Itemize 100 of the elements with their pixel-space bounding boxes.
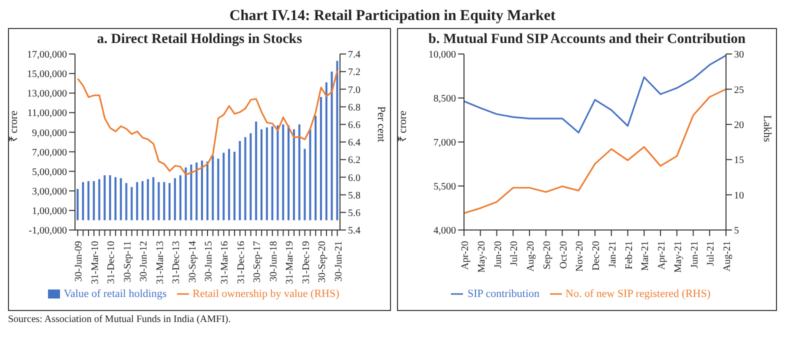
- x-tick-label: 30-Jun-21: [333, 241, 344, 282]
- x-tick-label: Feb-21: [624, 241, 635, 270]
- bar: [98, 179, 100, 220]
- y2-tick-label: 6.0: [348, 172, 360, 184]
- bar: [163, 182, 166, 220]
- y-tick-label: 5,00,000: [32, 166, 67, 178]
- x-tick-label: Jul-20: [509, 241, 520, 266]
- bar: [158, 182, 160, 220]
- bar: [179, 175, 182, 220]
- bar: [330, 72, 333, 220]
- y2-tick-label: 5.8: [348, 190, 360, 202]
- x-tick-label: Jun-20: [492, 241, 504, 268]
- bar: [260, 129, 262, 220]
- y2-tick-label: 7.4: [348, 50, 360, 61]
- y2-tick-label: 20: [734, 120, 744, 131]
- bar: [271, 126, 274, 220]
- chart-title: a. Direct Retail Holdings in Stocks: [96, 32, 304, 48]
- bar: [190, 164, 192, 220]
- bar: [206, 162, 208, 220]
- bar: [76, 188, 79, 220]
- x-tick-label: 31-Dec-16: [236, 241, 247, 284]
- bar: [266, 127, 268, 220]
- bar: [320, 97, 322, 220]
- y2-tick-label: 5: [734, 226, 739, 237]
- y-axis-title: ₹ crore: [396, 110, 409, 142]
- y-tick-label: 8,500: [434, 94, 456, 105]
- x-tick-label: Nov-20: [574, 241, 586, 272]
- y-tick-label: 10,000: [428, 50, 456, 61]
- y-tick-label: 3,00,000: [32, 186, 67, 198]
- bar: [184, 167, 187, 220]
- x-tick-label: 30-Sep-14: [187, 241, 198, 283]
- y2-axis-title: Lakhs: [761, 115, 774, 142]
- x-tick-label: 31-Mar-13: [154, 241, 166, 284]
- x-tick-label: 31-Mar-19: [284, 241, 296, 284]
- x-tick-label: 30-Jun-12: [138, 241, 150, 282]
- y2-tick-label: 7.0: [348, 84, 360, 96]
- y-tick-label: 11,00,000: [27, 108, 67, 120]
- bar: [325, 82, 328, 220]
- x-tick-label: May-20: [476, 241, 488, 273]
- bar: [152, 177, 154, 220]
- x-tick-label: Mar-21: [640, 241, 652, 271]
- y2-tick-label: 10: [734, 190, 744, 202]
- bar: [92, 181, 95, 220]
- x-tick-label: 31-Mar-16: [220, 241, 231, 284]
- x-tick-label: May-21: [672, 241, 684, 273]
- text: Chart IV.14: Retail Participation in Equity Market: [228, 8, 556, 25]
- y2-tick-label: 5.6: [348, 208, 360, 219]
- y-tick-label: 7,00,000: [32, 147, 67, 158]
- bar: [298, 124, 300, 220]
- y-tick-label: 7,000: [434, 138, 456, 149]
- bar: [130, 186, 133, 220]
- y-tick-label: 4,000: [434, 226, 456, 237]
- y-tick-label: 13,00,000: [27, 88, 67, 100]
- x-tick-label: Dec-20: [591, 241, 602, 270]
- bar: [114, 177, 116, 220]
- x-tick-label: Aug-21: [722, 241, 733, 272]
- x-tick-label: 30-Sep-11: [122, 241, 134, 282]
- y2-tick-label: 30: [734, 50, 744, 61]
- y-tick-label: 1,00,000: [32, 206, 67, 217]
- x-tick-label: 30-Jun-09: [74, 241, 85, 282]
- x-tick-label: 31-Dec-10: [106, 241, 118, 284]
- y-axis-title: ₹ crore: [8, 110, 20, 142]
- bar: [222, 152, 225, 220]
- bar: [250, 133, 252, 220]
- y2-tick-label: 5.4: [348, 226, 360, 237]
- bar: [288, 125, 290, 220]
- bar: [314, 116, 317, 220]
- legend-label: SIP contribution: [467, 288, 540, 300]
- line-series: [463, 54, 727, 134]
- bar: [168, 183, 171, 220]
- bar: [228, 148, 230, 220]
- bar: [233, 152, 236, 220]
- y2-tick-label: 6.6: [348, 120, 360, 131]
- y2-tick-label: 6.4: [348, 138, 360, 149]
- x-tick-label: 31-Mar-10: [90, 241, 101, 284]
- x-tick-label: 30-Jun-15: [204, 241, 214, 282]
- bar: [82, 182, 84, 220]
- bar: [125, 183, 128, 220]
- y-tick-label: -1,00,000: [28, 226, 67, 237]
- bar: [104, 175, 106, 220]
- legend-label: Value of retail holdings: [64, 288, 167, 300]
- chart-title: b. Mutual Fund SIP Accounts and their Contribution: [427, 32, 747, 48]
- x-tick-label: Apr-21: [656, 241, 668, 270]
- bar: [292, 129, 295, 220]
- x-tick-label: Jun-21: [689, 241, 700, 268]
- bar: [109, 175, 112, 220]
- legend-label: Retail ownership by value (RHS): [192, 288, 340, 300]
- y2-tick-label: 25: [734, 84, 744, 96]
- x-tick-label: Jan-21: [607, 241, 618, 268]
- x-tick-label: Oct-20: [558, 241, 570, 269]
- x-tick-label: Aug-20: [526, 241, 536, 272]
- bar: [87, 181, 90, 220]
- bar: [304, 148, 306, 220]
- y-tick-label: 17,00,000: [27, 50, 67, 61]
- bar: [201, 160, 204, 220]
- y2-tick-label: 15: [734, 155, 744, 166]
- bar: [120, 178, 122, 220]
- y2-tick-label: 7.2: [348, 67, 360, 78]
- bar: [174, 178, 176, 220]
- x-tick-label: 31-Dec-19: [300, 241, 312, 284]
